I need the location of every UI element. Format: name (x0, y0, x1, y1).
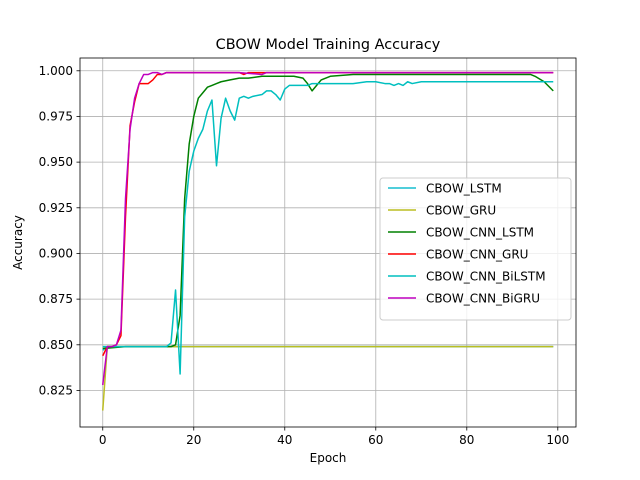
y-tick-label: 0.875 (39, 292, 73, 306)
x-tick-label: 40 (277, 433, 292, 447)
legend: CBOW_LSTM CBOW_GRU CBOW_CNN_LSTM CBOW_CNN_G… (379, 177, 572, 321)
y-tick-label: 0.925 (39, 201, 73, 215)
legend-label-cbow-cnn-bilstm: CBOW_CNN_BiLSTM (426, 270, 546, 284)
legend-box (379, 177, 572, 321)
x-tick-label: 60 (368, 433, 383, 447)
y-tick-label: 0.950 (39, 155, 73, 169)
legend-label-cbow-lstm: CBOW_LSTM (426, 182, 502, 196)
y-tick-label: 0.900 (39, 246, 73, 260)
series-lines (102, 71, 554, 411)
legend-label-cbow-cnn-lstm: CBOW_CNN_LSTM (426, 226, 534, 240)
x-tick-label: 80 (459, 433, 474, 447)
series-line-cbow-cnn-bigru (102, 71, 554, 386)
legend-label-cbow-gru: CBOW_GRU (426, 204, 496, 218)
x-tick-label: 0 (99, 433, 107, 447)
chart-title: CBOW Model Training Accuracy (216, 37, 441, 53)
legend-label-cbow-cnn-gru: CBOW_CNN_GRU (426, 248, 528, 262)
series-line-cbow-cnn-lstm (102, 73, 554, 350)
x-tick-label: 20 (186, 433, 201, 447)
y-tick-label: 0.975 (39, 109, 73, 123)
y-axis-title: Accuracy (11, 215, 25, 270)
y-tick-label: 0.825 (39, 383, 73, 397)
axis-ticks: 0 20 40 60 80 100 0.825 0.850 0.875 0.900 0.925 0.9… (39, 64, 570, 447)
plot-frame (79, 57, 577, 428)
series-line-cbow-cnn-bilstm (102, 81, 554, 375)
legend-label-cbow-cnn-bigru: CBOW_CNN_BiGRU (426, 292, 540, 306)
x-tick-label: 100 (546, 433, 569, 447)
y-tick-label: 1.000 (39, 64, 73, 78)
y-tick-label: 0.850 (39, 338, 73, 352)
x-axis-title: Epoch (310, 451, 347, 465)
